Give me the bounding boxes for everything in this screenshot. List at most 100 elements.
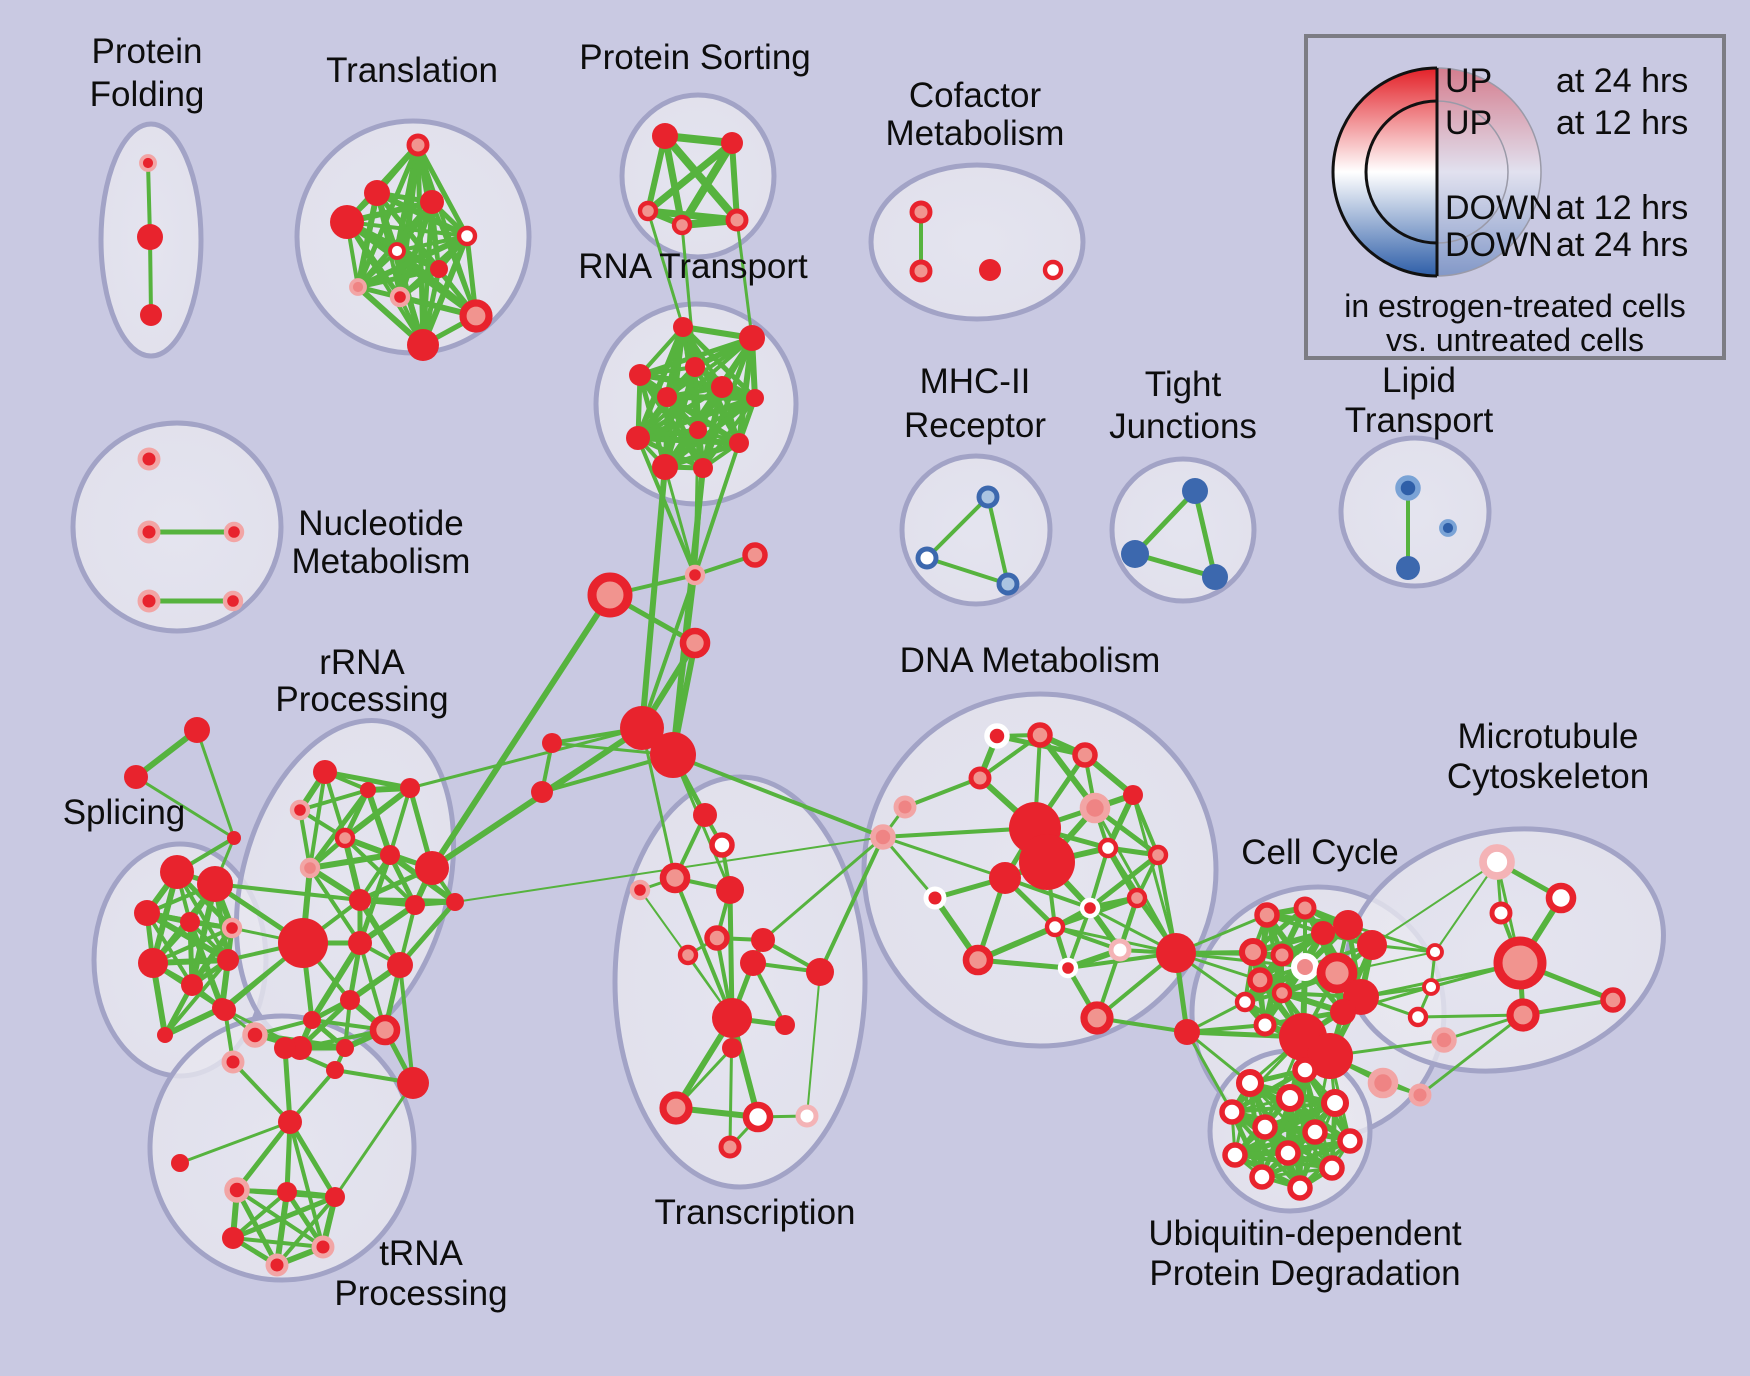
edge (701, 396, 757, 470)
gene-node (679, 627, 711, 659)
legend-inner-ring-left (1364, 99, 1437, 245)
cluster-tight-junctions (1109, 456, 1257, 604)
gene-node (224, 1177, 250, 1203)
gene-node (1275, 1140, 1301, 1166)
gene-node (689, 421, 707, 439)
gene-node (1080, 1001, 1114, 1035)
edge (818, 835, 885, 974)
cluster-label-ubiquitin-dependent-protein-degradation: Ubiquitin-dependent Protein Degradation (1148, 1214, 1462, 1293)
gene-node (716, 876, 744, 904)
legend-time-1: at 12 hrs (1556, 104, 1688, 142)
gene-node (1234, 991, 1256, 1013)
edge (727, 887, 735, 1021)
gene-node (531, 781, 553, 803)
gene-node (446, 893, 464, 911)
gene-node (659, 862, 691, 894)
edge (307, 852, 393, 871)
gene-node (181, 974, 203, 996)
gene-node (1072, 742, 1098, 768)
gene-node (1431, 1027, 1457, 1053)
legend-disc-fade (1437, 68, 1541, 276)
legend-outer-ring-left (1331, 66, 1437, 278)
edge (925, 495, 990, 560)
gene-node (968, 766, 992, 790)
gene-node (336, 1039, 354, 1057)
edge (148, 235, 153, 317)
edge (729, 140, 740, 223)
edge (189, 925, 235, 988)
gene-node (278, 1110, 302, 1134)
gene-node (137, 589, 161, 613)
gene-node (137, 447, 161, 471)
edge (287, 1119, 338, 1200)
edge (1066, 906, 1092, 970)
edge (398, 963, 415, 1085)
gene-node (388, 242, 406, 260)
edge (678, 139, 736, 229)
edge (1303, 1068, 1334, 1170)
gene-node (650, 732, 696, 778)
edge (134, 775, 236, 840)
gene-node (1311, 921, 1335, 945)
legend-time-0: at 24 hrs (1556, 62, 1688, 100)
edge (646, 209, 685, 329)
gene-node (1235, 1068, 1265, 1098)
gene-node (360, 782, 376, 798)
gene-node (1337, 1128, 1363, 1154)
gene-node (387, 952, 413, 978)
gene-node (652, 123, 678, 149)
gene-node (996, 572, 1020, 596)
gene-node (265, 1253, 289, 1277)
gene-node (870, 824, 896, 850)
cluster-labels: Protein Folding Translation Protein Sorting… (63, 32, 1649, 1313)
edge (903, 776, 982, 809)
gene-node (979, 259, 1001, 281)
gene-node (180, 912, 200, 932)
edge (282, 1045, 293, 1125)
edge (408, 726, 644, 790)
edge (661, 132, 741, 224)
gene-node (430, 260, 448, 278)
edge (636, 436, 697, 577)
gene-node (137, 224, 163, 250)
gene-node (712, 998, 752, 1038)
cluster-label-cofactor-metabolism: Cofactor Metabolism (886, 76, 1065, 153)
gene-node (1407, 1006, 1429, 1028)
edge (397, 899, 458, 968)
edge (213, 882, 362, 902)
gene-node (1079, 897, 1101, 919)
gene-node (751, 928, 775, 952)
cluster-label-protein-folding: Protein Folding (90, 32, 205, 114)
gene-node (140, 304, 162, 326)
gene-node (1506, 998, 1540, 1032)
gene-node (742, 1101, 774, 1133)
cluster-label-translation: Translation (326, 51, 498, 90)
legend-direction-3: DOWN (1445, 226, 1553, 264)
gene-node (1545, 882, 1577, 914)
edge (1185, 1023, 1267, 1034)
gene-node (711, 376, 733, 398)
gene-node (915, 546, 939, 570)
gene-node (197, 866, 233, 902)
edge (1371, 861, 1498, 946)
gene-node (989, 862, 1021, 894)
gene-node (1252, 1114, 1278, 1140)
edge (761, 835, 885, 942)
cluster-label-transcription: Transcription (655, 1193, 856, 1232)
gene-node (137, 520, 161, 544)
edge (1229, 1067, 1308, 1115)
gene-node (420, 190, 444, 214)
cluster-label-rna-transport: RNA Transport (578, 247, 808, 286)
gene-nodes (124, 123, 1626, 1277)
edge (635, 395, 758, 441)
edge (231, 1236, 325, 1249)
gene-node (1079, 792, 1111, 824)
gene-node (729, 433, 749, 453)
gene-node (349, 278, 367, 296)
edge (1418, 1013, 1525, 1097)
edge (663, 465, 697, 577)
edge (1192, 488, 1218, 580)
gene-node (893, 795, 917, 819)
gene-node (369, 1014, 401, 1046)
